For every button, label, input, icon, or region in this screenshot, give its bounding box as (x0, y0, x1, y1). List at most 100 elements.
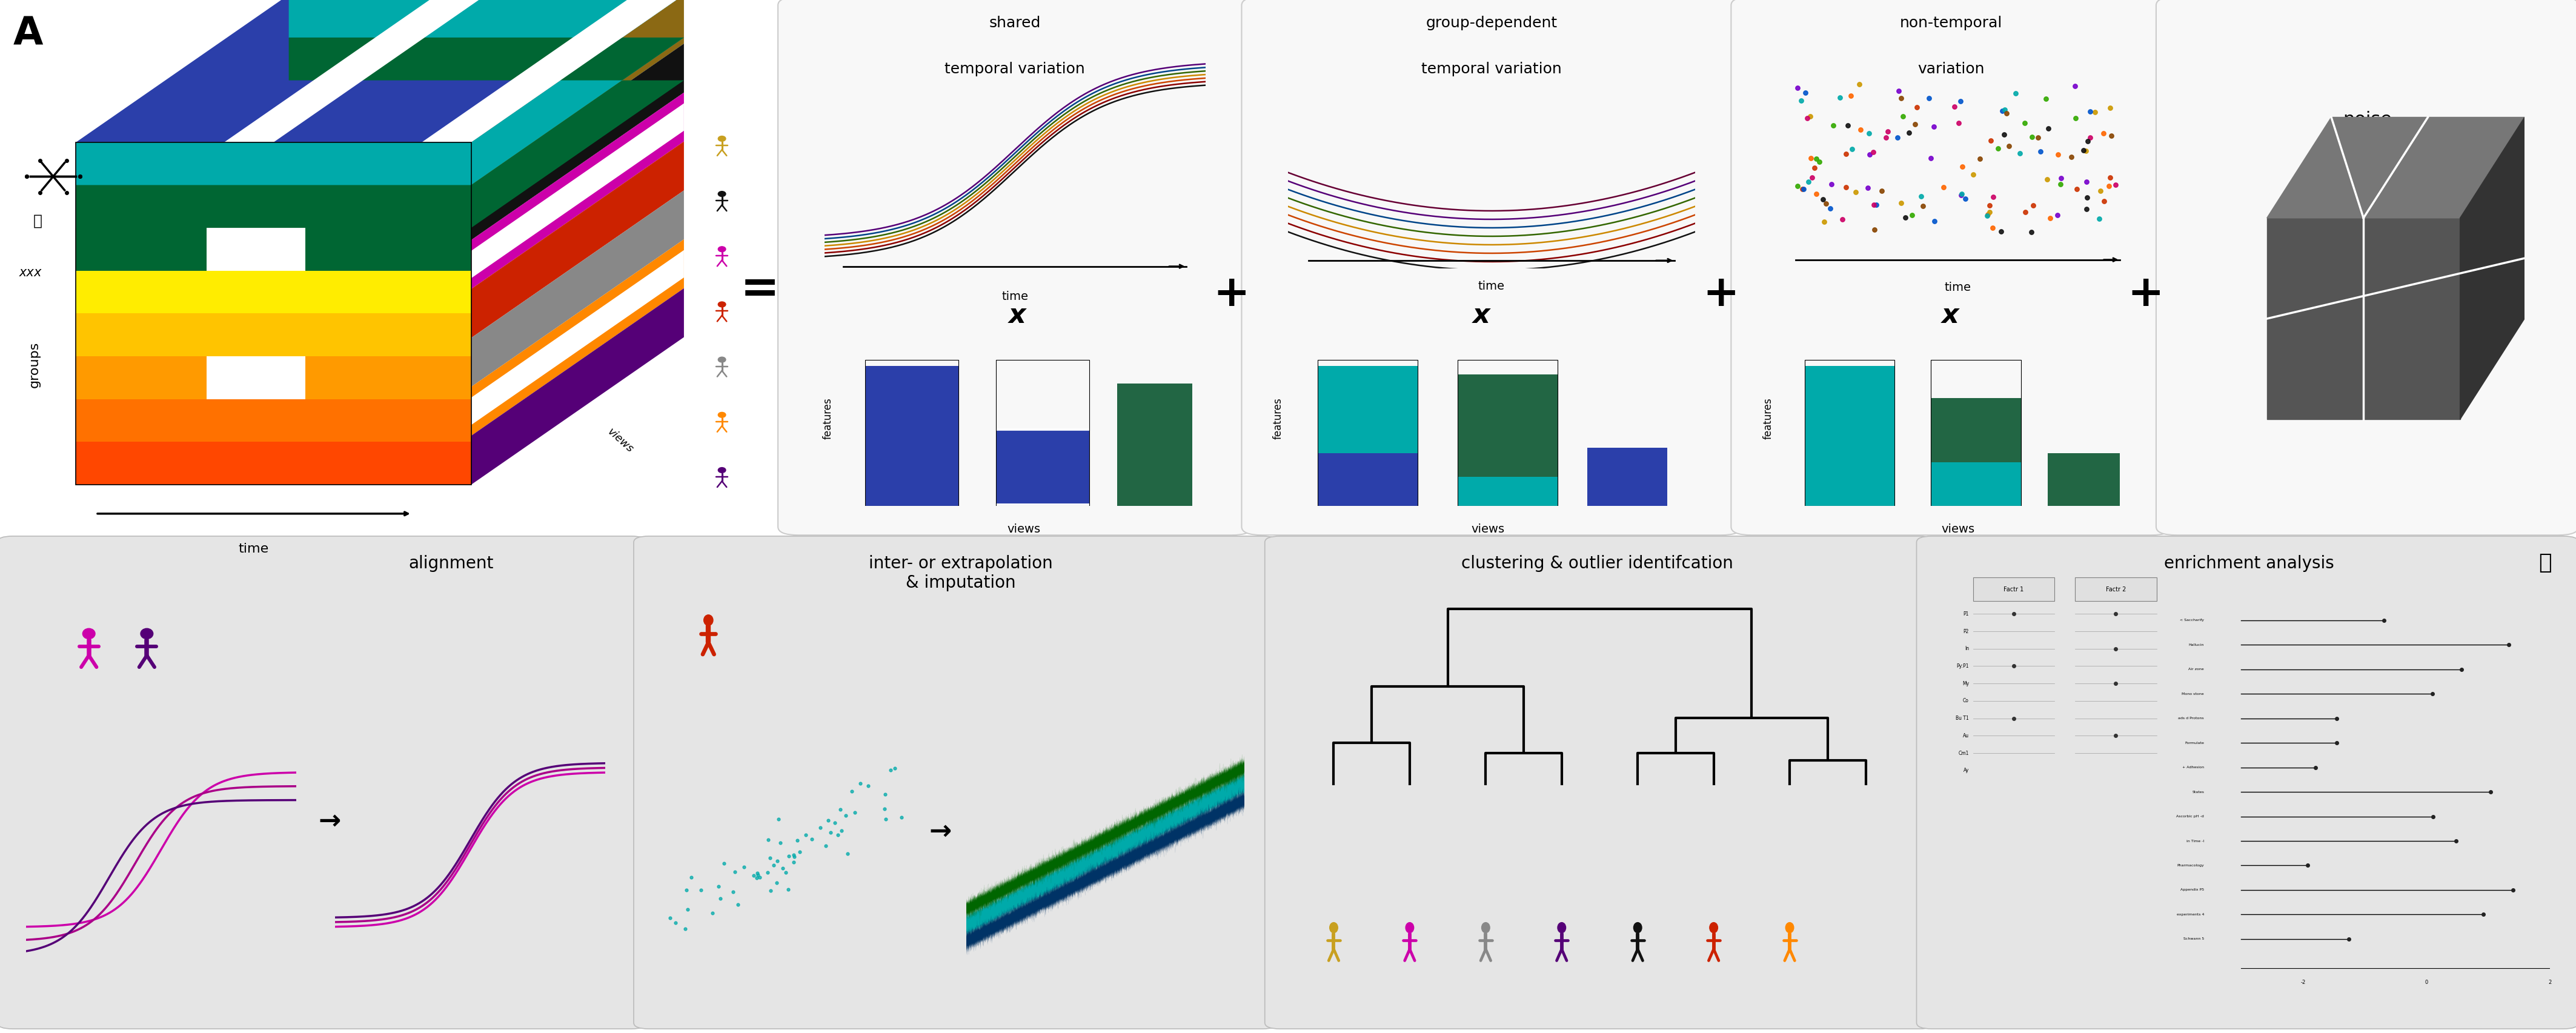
Text: +: + (1213, 274, 1249, 315)
Point (832, 783, 873, 800)
Polygon shape (77, 37, 685, 228)
Point (757, 811, 799, 827)
Circle shape (703, 615, 714, 626)
Point (1819, 89, 1860, 105)
Point (835, 805, 876, 821)
Point (2056, 181, 2097, 197)
Polygon shape (471, 103, 685, 278)
Text: +: + (1703, 274, 1739, 315)
Text: alignment: alignment (407, 555, 495, 571)
FancyBboxPatch shape (778, 0, 1252, 535)
Polygon shape (77, 356, 471, 399)
Bar (997, 429, 1090, 430)
FancyBboxPatch shape (1917, 536, 2576, 1029)
Text: Cm1: Cm1 (1958, 750, 1968, 756)
Text: x: x (1010, 302, 1025, 328)
Text: views: views (1007, 524, 1041, 535)
Text: time: time (240, 542, 268, 555)
Point (1783, 181, 1824, 197)
Text: time: time (1945, 282, 1971, 293)
Point (773, 848, 814, 865)
Point (757, 853, 799, 870)
Point (1803, 191, 1844, 208)
Polygon shape (77, 271, 471, 313)
Point (750, 882, 791, 899)
Point (2004, 115, 2045, 131)
Text: in Time -l: in Time -l (2187, 840, 2205, 843)
Text: features: features (1273, 398, 1283, 439)
Point (1922, 179, 1963, 195)
Point (1953, 166, 1994, 183)
Bar (1458, 359, 1558, 506)
Text: Formulate: Formulate (2184, 742, 2205, 745)
Bar (1319, 453, 1417, 506)
Point (1806, 195, 1847, 212)
Point (1780, 92, 1821, 108)
Bar (1803, 359, 1896, 506)
Point (1839, 122, 1880, 138)
Text: My: My (1963, 681, 1968, 686)
Point (1883, 108, 1924, 125)
Text: Pharmacology: Pharmacology (2177, 864, 2205, 867)
Point (1793, 159, 1834, 176)
Point (1971, 132, 2012, 149)
Point (1860, 183, 1901, 199)
Point (1968, 207, 2009, 223)
Point (1878, 83, 1919, 99)
Text: enrichment analysis: enrichment analysis (2164, 555, 2334, 571)
Point (871, 761, 912, 778)
Circle shape (1558, 922, 1566, 933)
Bar (1118, 383, 1193, 506)
Bar (1803, 366, 1896, 506)
Bar (997, 430, 1090, 503)
FancyBboxPatch shape (1242, 0, 1741, 535)
Point (1826, 117, 1868, 133)
Point (1865, 129, 1906, 146)
Circle shape (719, 302, 726, 307)
Point (1986, 104, 2027, 121)
Text: x: x (1473, 302, 1489, 328)
Point (698, 878, 739, 895)
Point (765, 865, 806, 881)
Point (2069, 129, 2110, 146)
Point (824, 808, 866, 824)
Point (2004, 204, 2045, 220)
Point (1785, 85, 1826, 101)
Polygon shape (471, 240, 685, 436)
Point (848, 778, 889, 794)
Point (737, 865, 778, 881)
Point (2084, 125, 2125, 142)
Point (1984, 126, 2025, 143)
Point (1847, 180, 1888, 196)
Point (1999, 145, 2040, 161)
Point (1984, 101, 2025, 118)
Bar (1973, 577, 2056, 601)
Point (1834, 184, 1875, 200)
Bar (1932, 463, 2020, 506)
Text: -2: -2 (2300, 980, 2306, 985)
Point (737, 867, 778, 883)
Point (1893, 116, 1935, 132)
Bar (866, 359, 958, 506)
Text: P2: P2 (1963, 629, 1968, 634)
Polygon shape (77, 442, 471, 484)
Text: features: features (1762, 398, 1775, 439)
Point (2089, 99, 2130, 116)
Circle shape (142, 628, 152, 638)
Circle shape (1633, 922, 1641, 933)
Point (2084, 193, 2125, 210)
Text: States: States (2192, 790, 2205, 793)
Point (1880, 90, 1922, 106)
Text: →: → (930, 818, 951, 845)
FancyBboxPatch shape (2156, 0, 2576, 535)
Circle shape (1785, 922, 1793, 933)
Text: views: views (1471, 524, 1504, 535)
Point (1896, 99, 1937, 116)
Text: clustering & outlier identifcation: clustering & outlier identifcation (1461, 555, 1734, 571)
Text: time: time (1002, 291, 1028, 303)
Text: groups: groups (28, 342, 41, 388)
Point (1886, 210, 1927, 226)
Polygon shape (77, 228, 471, 271)
Text: In: In (1965, 646, 1968, 652)
Point (1832, 140, 1873, 157)
